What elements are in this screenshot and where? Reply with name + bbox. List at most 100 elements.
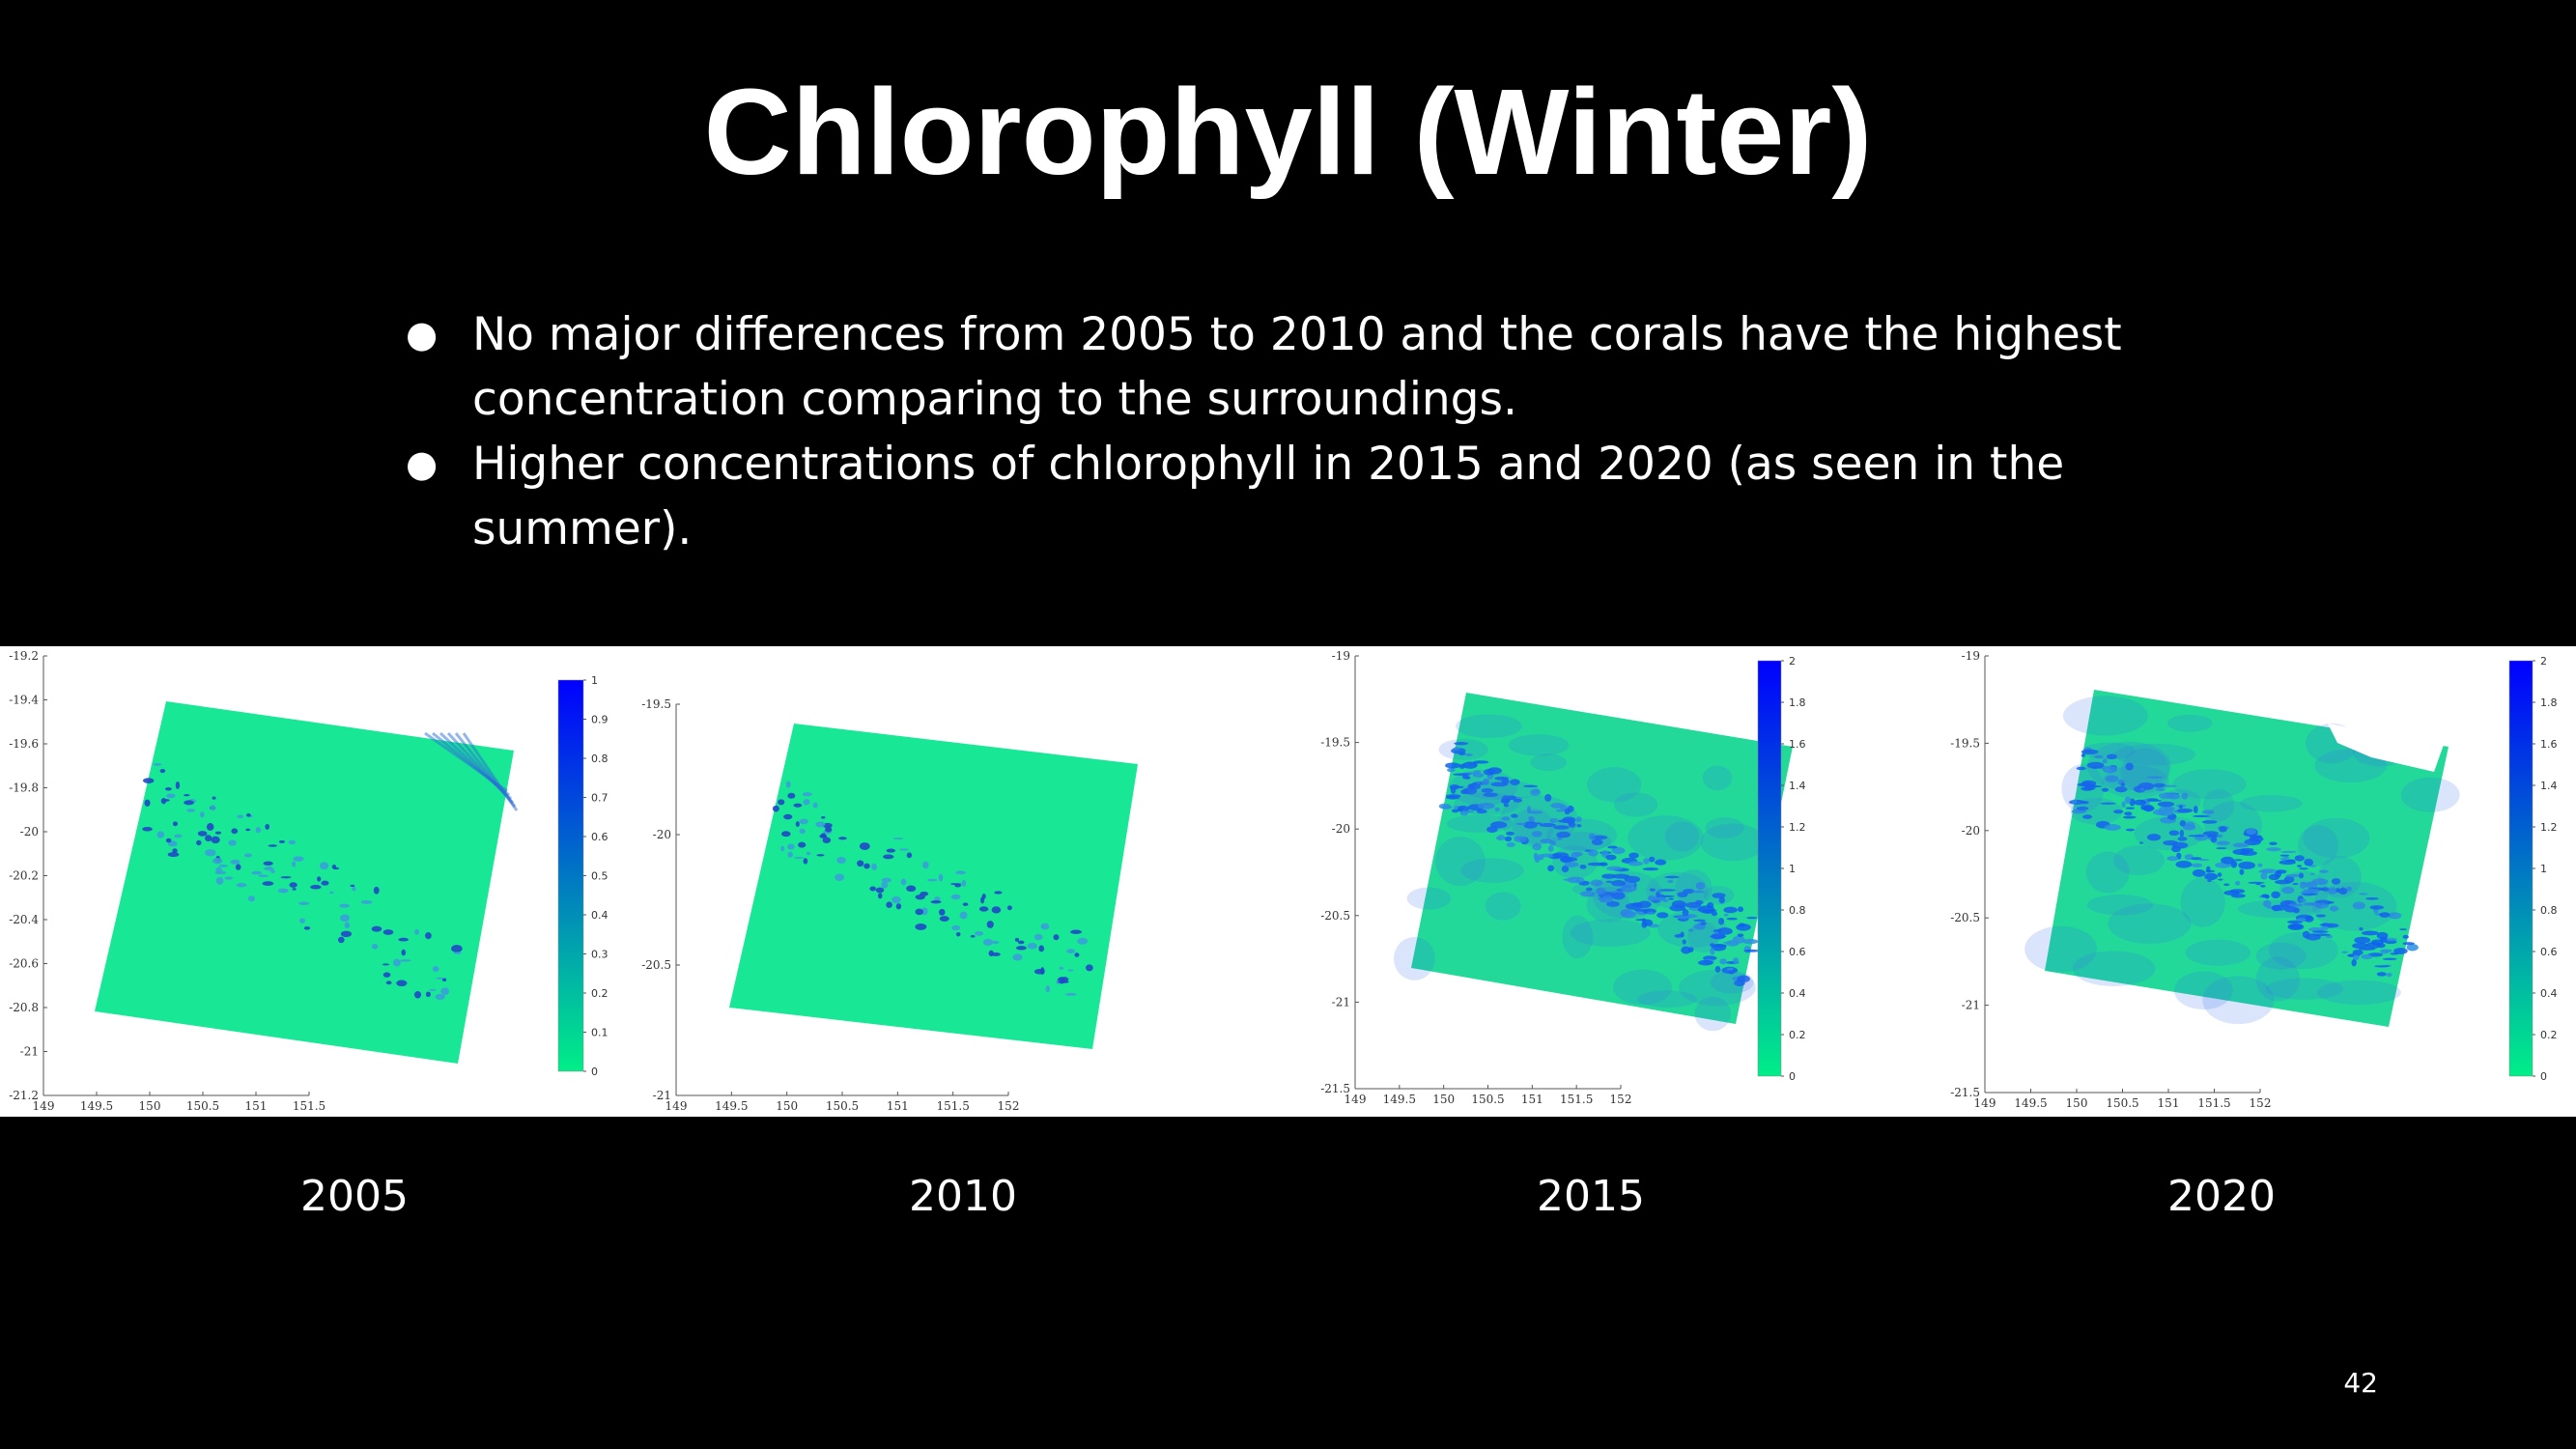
year-label-2005: 2005: [300, 1172, 409, 1221]
reef-patch: [1447, 767, 1456, 773]
reef-patch: [371, 925, 382, 932]
reef-patch: [1503, 803, 1510, 808]
chlorophyll-wash: [2085, 851, 2130, 894]
reef-patch: [243, 853, 252, 858]
reef-patch: [413, 991, 422, 999]
colorbar: [2508, 660, 2534, 1077]
reef-patch: [1605, 854, 1617, 861]
chlorophyll-wash: [1513, 808, 1554, 847]
reef-patch: [1723, 913, 1729, 917]
reef-patch: [2315, 914, 2327, 918]
chlorophyll-wash: [2202, 789, 2235, 821]
reef-patch: [980, 896, 985, 904]
reef-patch: [2374, 965, 2390, 968]
reef-patch: [1693, 919, 1707, 923]
chlorophyll-wash: [1460, 858, 1524, 883]
reef-patch: [317, 876, 322, 882]
chlorophyll-wash: [1463, 780, 1540, 800]
reef-patch: [938, 873, 944, 882]
reef-patch: [881, 881, 889, 889]
reef-patch: [2406, 944, 2419, 952]
chlorophyll-wash: [1613, 969, 1673, 1006]
reef-patch: [2134, 799, 2147, 806]
reef-patch: [2163, 839, 2178, 846]
reef-patch: [1012, 953, 1023, 961]
reef-patch: [1459, 810, 1469, 816]
reef-patch: [1494, 807, 1500, 811]
reef-patch: [915, 908, 924, 916]
reef-patch: [2262, 899, 2272, 908]
reef-patch: [1445, 762, 1461, 769]
reef-patch: [1682, 939, 1686, 945]
reef-patch: [340, 914, 350, 923]
chlorophyll-map-2015: 149 149.5 150 150.5 151 151.5 152 -19 -19.5 -20 -2…: [1320, 649, 1805, 1106]
reef-patch: [2082, 814, 2093, 819]
reef-patch: [877, 893, 883, 899]
chlorophyll-wash: [2062, 696, 2148, 736]
chlorophyll-wash: [2070, 797, 2123, 825]
bullet-dot-icon: ●: [406, 442, 439, 485]
reef-patch: [441, 978, 447, 982]
chlorophyll-wash: [1675, 869, 1713, 907]
reef-patch: [2238, 861, 2255, 869]
colorbar-tick-label: 0.4: [2540, 987, 2558, 1000]
reef-patch: [1560, 857, 1578, 863]
reef-patch: [2260, 885, 2266, 888]
reef-patch: [2229, 889, 2246, 894]
y-tick-label: -21.5: [1950, 1086, 1980, 1099]
reef-patch: [1710, 948, 1715, 955]
reef-patch: [886, 901, 892, 908]
reef-patch: [1579, 865, 1587, 869]
chart-panel-2010: 149 149.5 150 150.5 151 151.5 152 -19.5 -20 -20.5…: [637, 646, 1275, 1117]
reef-patch: [869, 886, 876, 892]
reef-patch: [1544, 794, 1552, 802]
reef-patch: [159, 769, 166, 774]
reef-patch: [1726, 917, 1738, 921]
reef-patch: [1656, 891, 1661, 898]
reef-patch: [2281, 886, 2295, 895]
reef-patch: [206, 823, 214, 831]
reef-patch: [1490, 821, 1508, 829]
chlorophyll-wash: [2311, 881, 2397, 931]
chlorophyll-wash: [2204, 801, 2262, 851]
chlorophyll-wash: [1454, 792, 1520, 815]
y-tick-label: -21.5: [1320, 1082, 1350, 1095]
chlorophyll-wash: [2102, 765, 2169, 799]
reef-patch: [2125, 762, 2134, 771]
reef-patch: [1596, 887, 1606, 895]
reef-patch: [228, 839, 237, 846]
reef-patch: [245, 813, 251, 817]
reef-patch: [1737, 906, 1744, 913]
x-tick-label: 152: [998, 1099, 1020, 1113]
y-tick-label: -19: [1332, 649, 1350, 663]
reef-patch: [1564, 862, 1579, 867]
reef-patch: [205, 835, 212, 842]
colorbar-tick-label: 0: [2540, 1070, 2547, 1083]
reef-patch: [212, 796, 216, 800]
reef-patch: [1074, 952, 1080, 957]
reef-patch: [428, 988, 437, 991]
reef-patch: [2218, 834, 2223, 838]
reef-patch: [2188, 835, 2206, 838]
reef-patch: [214, 831, 222, 835]
reef-patch: [1688, 947, 1694, 952]
reef-patch: [174, 834, 183, 838]
reef-patch: [1576, 823, 1582, 828]
reef-patch: [899, 848, 909, 851]
colorbar: [557, 679, 584, 1072]
reef-patch: [2388, 912, 2402, 920]
chlorophyll-wash: [2269, 931, 2338, 970]
chlorophyll-wash: [1703, 886, 1735, 905]
chlorophyll-wash: [2279, 870, 2329, 914]
chlorophyll-wash: [1552, 845, 1598, 879]
reef-patch: [2120, 782, 2126, 787]
reef-patch: [1017, 940, 1025, 945]
reef-patch: [1526, 806, 1531, 814]
y-tick-label: -21: [1332, 995, 1350, 1009]
reef-patch: [785, 781, 791, 788]
reef-patch: [1680, 931, 1684, 937]
reef-patch: [906, 885, 917, 893]
reef-patch: [2269, 841, 2278, 846]
chlorophyll-wash: [1700, 823, 1766, 862]
reef-patch: [2293, 907, 2301, 914]
